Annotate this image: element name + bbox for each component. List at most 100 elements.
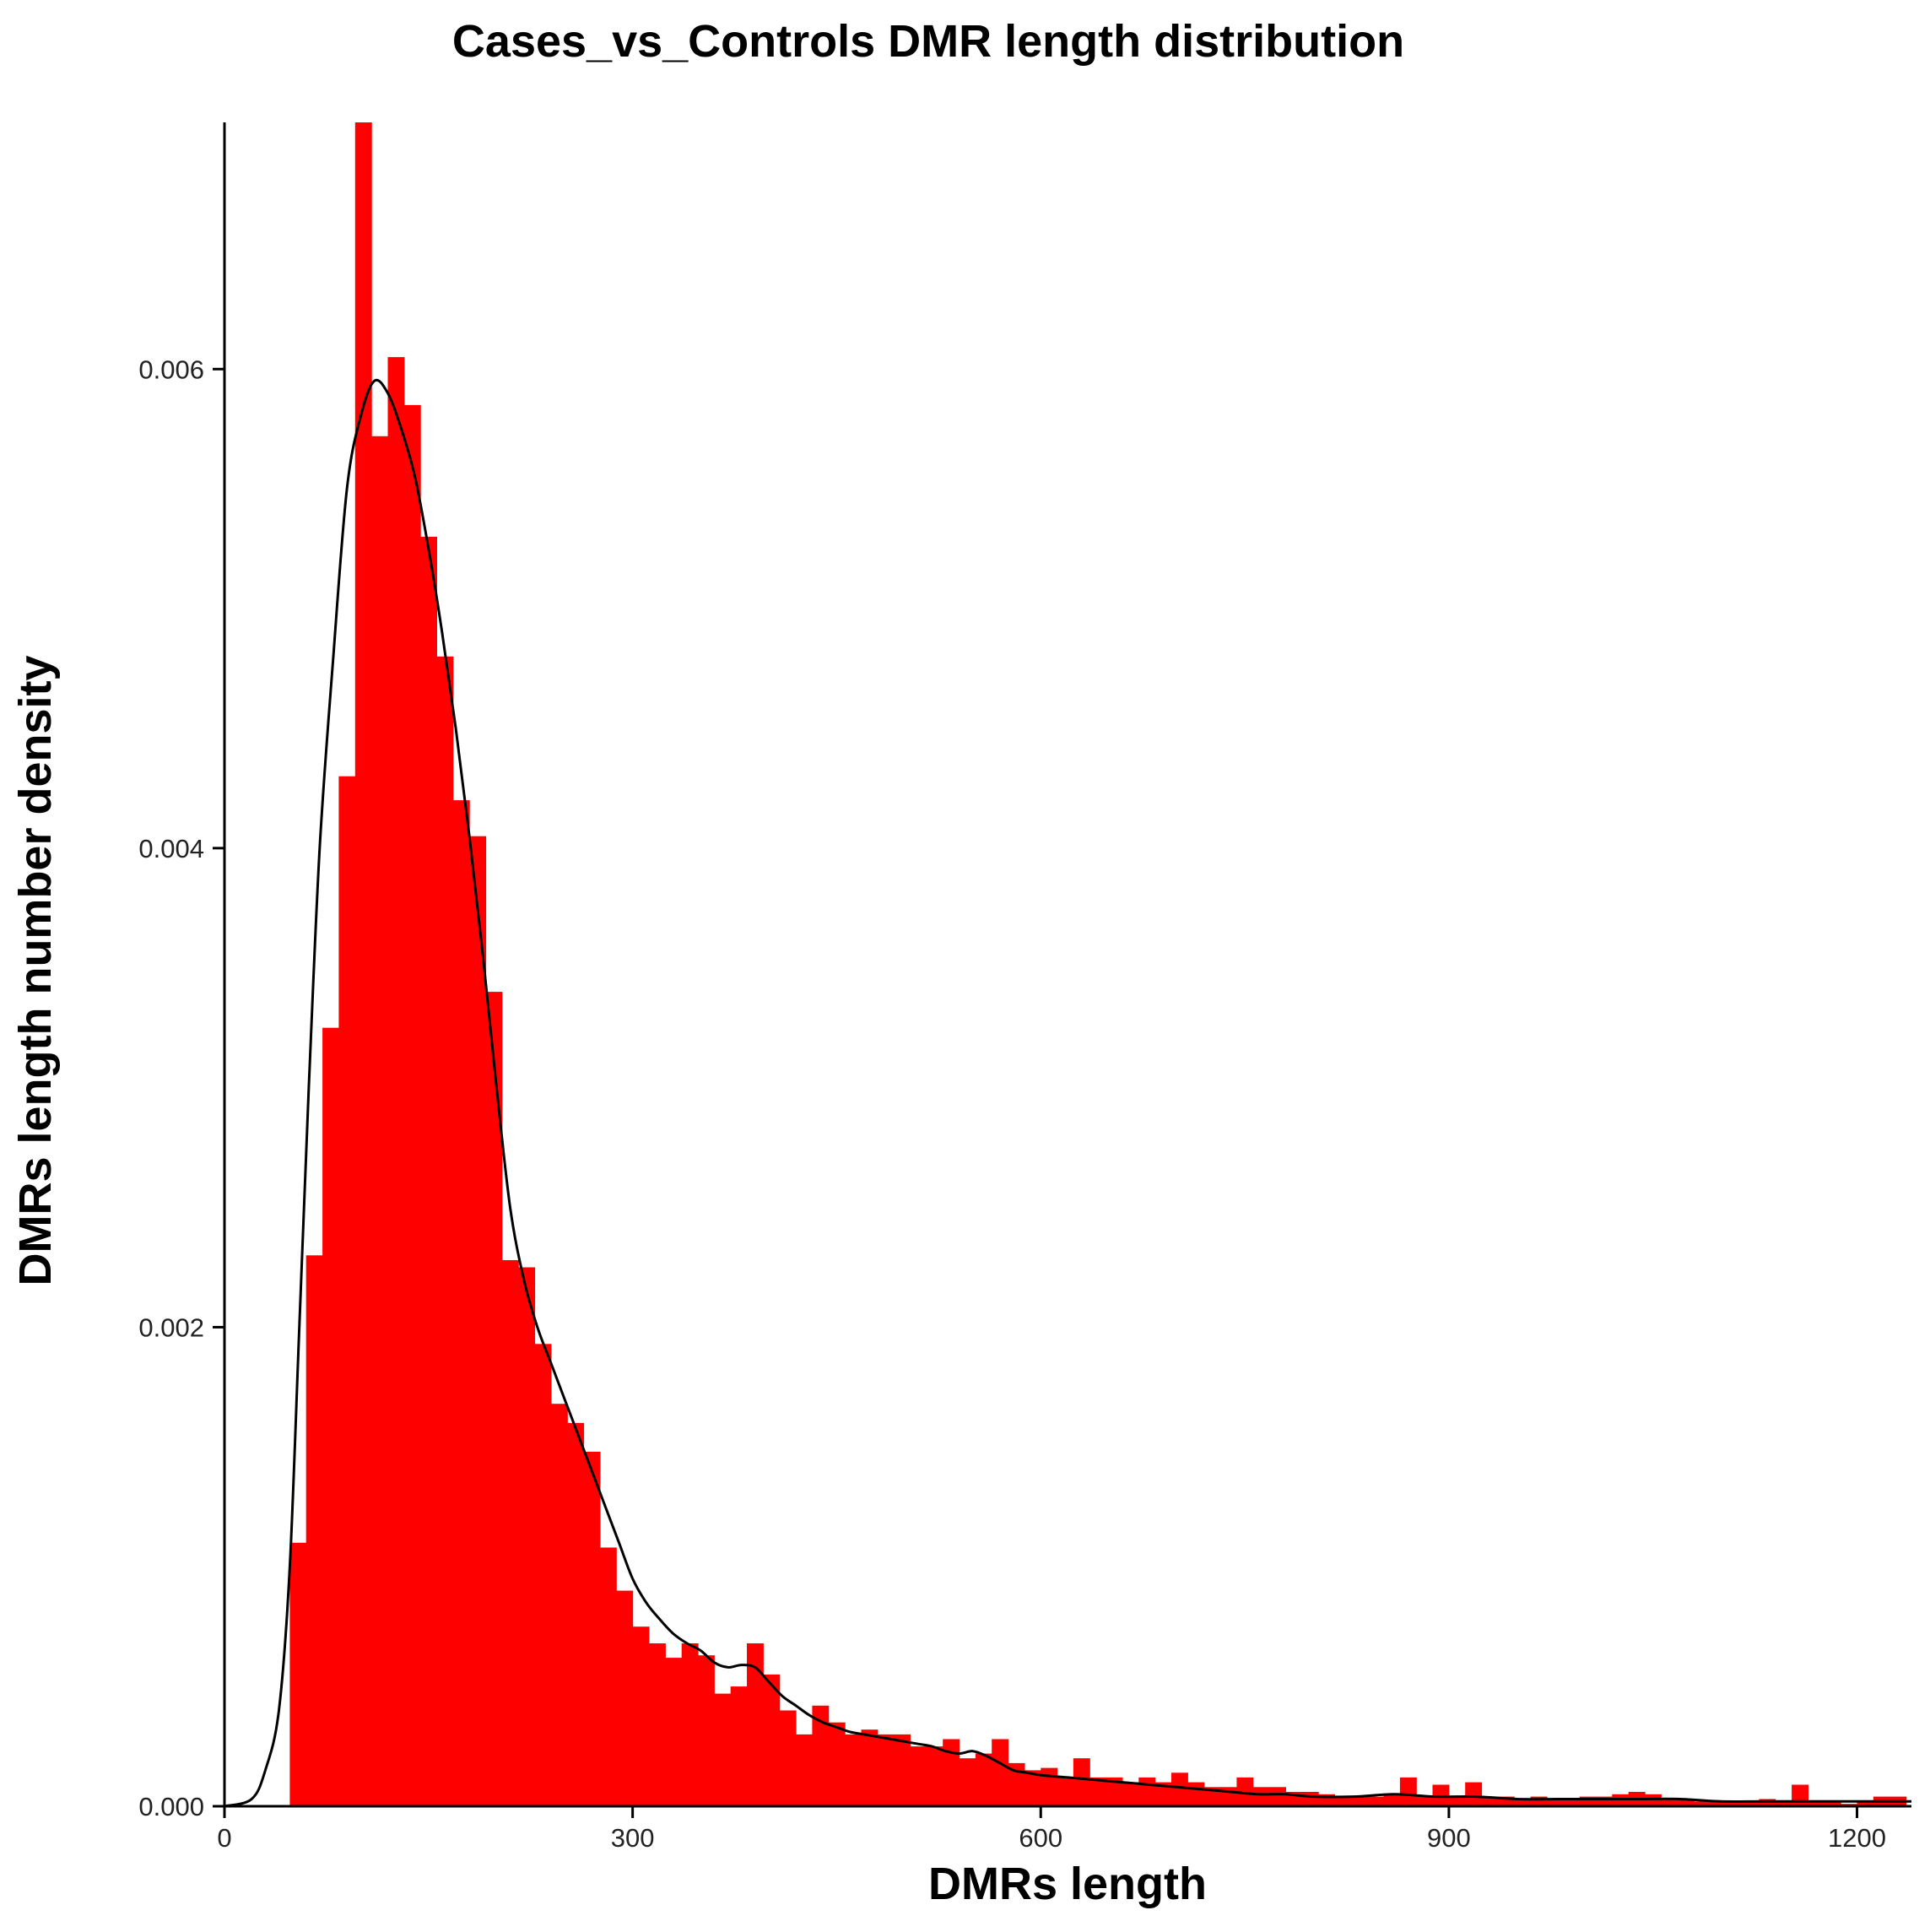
histogram-bar [1171, 1772, 1188, 1806]
histogram-bar [1073, 1758, 1090, 1806]
histogram-bar [436, 656, 454, 1806]
histogram-bar [1710, 1801, 1727, 1806]
histogram-bar [1383, 1794, 1401, 1806]
histogram-bar [649, 1643, 666, 1806]
histogram-bar [1399, 1777, 1417, 1806]
histogram-bar [501, 1260, 519, 1806]
histogram-bar [1547, 1799, 1564, 1806]
y-tick-label: 0.004 [138, 834, 204, 863]
histogram-bar [1122, 1782, 1139, 1806]
histogram-bar [387, 357, 405, 1807]
x-tick-label: 600 [1019, 1823, 1062, 1853]
histogram-bar [894, 1734, 911, 1806]
histogram-bar [730, 1686, 748, 1806]
histogram-bar [1726, 1801, 1743, 1806]
histogram-bar [1792, 1784, 1808, 1806]
histogram-bar [681, 1643, 699, 1806]
histogram-bar [1775, 1801, 1792, 1806]
histogram-bar [1203, 1787, 1221, 1806]
histogram-bar [1041, 1767, 1058, 1806]
x-tick-label: 0 [217, 1823, 231, 1853]
histogram-bar [943, 1739, 960, 1806]
histogram-bar [828, 1722, 846, 1806]
histogram-bar [1824, 1801, 1841, 1806]
histogram-bar [616, 1590, 634, 1806]
x-tick-label: 300 [611, 1823, 655, 1853]
histogram-bar [452, 800, 470, 1806]
histogram-bar [583, 1452, 601, 1806]
histogram-bar [1334, 1796, 1352, 1806]
histogram-bar [305, 1255, 323, 1806]
histogram-bar [354, 122, 372, 1806]
histogram-bar [1530, 1796, 1548, 1806]
histogram-bar [763, 1674, 781, 1806]
histogram-bar [1743, 1801, 1760, 1806]
histogram-bar [289, 1542, 307, 1806]
histogram-bar [926, 1746, 943, 1806]
histogram-bar [1236, 1777, 1254, 1806]
density-curve [224, 378, 1911, 1808]
histogram-bar [992, 1739, 1009, 1806]
histogram-bar [322, 1027, 339, 1806]
histogram-bar [975, 1753, 992, 1806]
histogram-bar [1057, 1777, 1074, 1806]
y-tick-label: 0.000 [138, 1792, 204, 1821]
histogram-bar [1416, 1796, 1434, 1806]
histogram-bar [1497, 1796, 1515, 1806]
histogram-bar [1857, 1801, 1874, 1806]
histogram-bar [1154, 1782, 1172, 1806]
chart-title: Cases_vs_Controls DMR length distributio… [452, 16, 1404, 67]
histogram-bar [1350, 1796, 1368, 1806]
histogram-bar [812, 1705, 830, 1806]
histogram-bar [910, 1746, 927, 1806]
y-tick-label: 0.006 [138, 354, 204, 384]
histogram-bar [1187, 1782, 1205, 1806]
histogram-bar [567, 1422, 585, 1806]
histogram-bar [1563, 1799, 1581, 1806]
histogram-bar [1301, 1792, 1319, 1806]
histogram-bar [1694, 1801, 1711, 1806]
histogram-bar [1808, 1801, 1825, 1806]
histogram-bar [550, 1404, 568, 1806]
histogram-bar [1008, 1762, 1025, 1806]
histogram-bar [845, 1734, 862, 1806]
histogram-bar [403, 404, 421, 1806]
histogram-bar [1138, 1777, 1156, 1806]
histogram-bar [1252, 1787, 1270, 1806]
histogram-bar [1024, 1770, 1041, 1806]
histogram-bar [420, 536, 437, 1806]
histogram-bar [1269, 1787, 1286, 1806]
histogram-bar [1514, 1799, 1532, 1806]
x-axis-label: DMRs length [928, 1859, 1207, 1909]
histogram-bar [1596, 1796, 1613, 1806]
histogram-bar [485, 992, 503, 1806]
histogram-bar [1579, 1796, 1597, 1806]
histogram-bar [1106, 1777, 1123, 1806]
histogram-bar [534, 1344, 552, 1806]
histogram-bar [714, 1693, 732, 1806]
histogram-bar [1448, 1796, 1466, 1806]
histogram-bar [861, 1729, 879, 1806]
histogram-bar [599, 1547, 617, 1806]
histogram-bars [289, 122, 1907, 1807]
histogram-bar [698, 1655, 715, 1806]
histogram-bar [1661, 1799, 1679, 1806]
histogram-bar [1089, 1777, 1107, 1806]
histogram-bar [877, 1734, 895, 1806]
histogram-bar [665, 1658, 683, 1806]
y-axis-label: DMRs length number density [10, 655, 61, 1285]
y-tick-label: 0.002 [138, 1312, 204, 1342]
histogram-bar [959, 1758, 976, 1806]
histogram-bar [1677, 1799, 1695, 1806]
histogram-bar [1465, 1782, 1483, 1806]
histogram-bar [796, 1734, 813, 1806]
x-axis-ticks: 0 300 600 900 1200 [217, 1806, 1886, 1853]
histogram-bar [1481, 1796, 1499, 1806]
histogram-bar [518, 1267, 536, 1806]
x-tick-label: 900 [1427, 1823, 1471, 1853]
histogram-bar [338, 776, 356, 1807]
histogram-bar [632, 1626, 650, 1806]
y-axis-ticks: 0.000 0.002 0.004 0.006 [138, 354, 224, 1821]
